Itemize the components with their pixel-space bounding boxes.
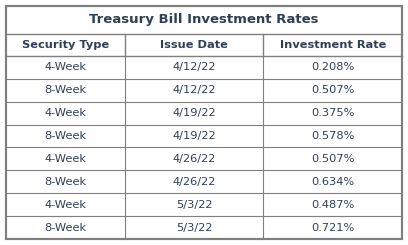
Text: 4-Week: 4-Week [44, 154, 86, 164]
Text: Security Type: Security Type [22, 40, 109, 50]
Text: 4/19/22: 4/19/22 [172, 131, 216, 141]
Text: 0.507%: 0.507% [311, 85, 355, 95]
Text: 4-Week: 4-Week [44, 200, 86, 210]
Text: 4/19/22: 4/19/22 [172, 108, 216, 118]
Text: 8-Week: 8-Week [44, 131, 86, 141]
Text: 8-Week: 8-Week [44, 222, 86, 233]
Text: 8-Week: 8-Week [44, 177, 86, 187]
Text: 0.375%: 0.375% [311, 108, 355, 118]
Text: 4-Week: 4-Week [44, 108, 86, 118]
Text: Issue Date: Issue Date [160, 40, 228, 50]
Text: 4/12/22: 4/12/22 [172, 62, 216, 73]
Text: 0.634%: 0.634% [311, 177, 354, 187]
Text: 4/12/22: 4/12/22 [172, 85, 216, 95]
Text: 0.578%: 0.578% [311, 131, 355, 141]
Text: 0.507%: 0.507% [311, 154, 355, 164]
Text: 5/3/22: 5/3/22 [176, 222, 212, 233]
Text: 0.721%: 0.721% [311, 222, 354, 233]
Text: 8-Week: 8-Week [44, 85, 86, 95]
Text: Treasury Bill Investment Rates: Treasury Bill Investment Rates [89, 13, 319, 26]
Text: 4/26/22: 4/26/22 [173, 154, 216, 164]
Text: Investment Rate: Investment Rate [279, 40, 386, 50]
Text: 0.487%: 0.487% [311, 200, 354, 210]
Text: 4-Week: 4-Week [44, 62, 86, 73]
Text: 4/26/22: 4/26/22 [173, 177, 216, 187]
Text: 0.208%: 0.208% [311, 62, 354, 73]
Text: 5/3/22: 5/3/22 [176, 200, 212, 210]
